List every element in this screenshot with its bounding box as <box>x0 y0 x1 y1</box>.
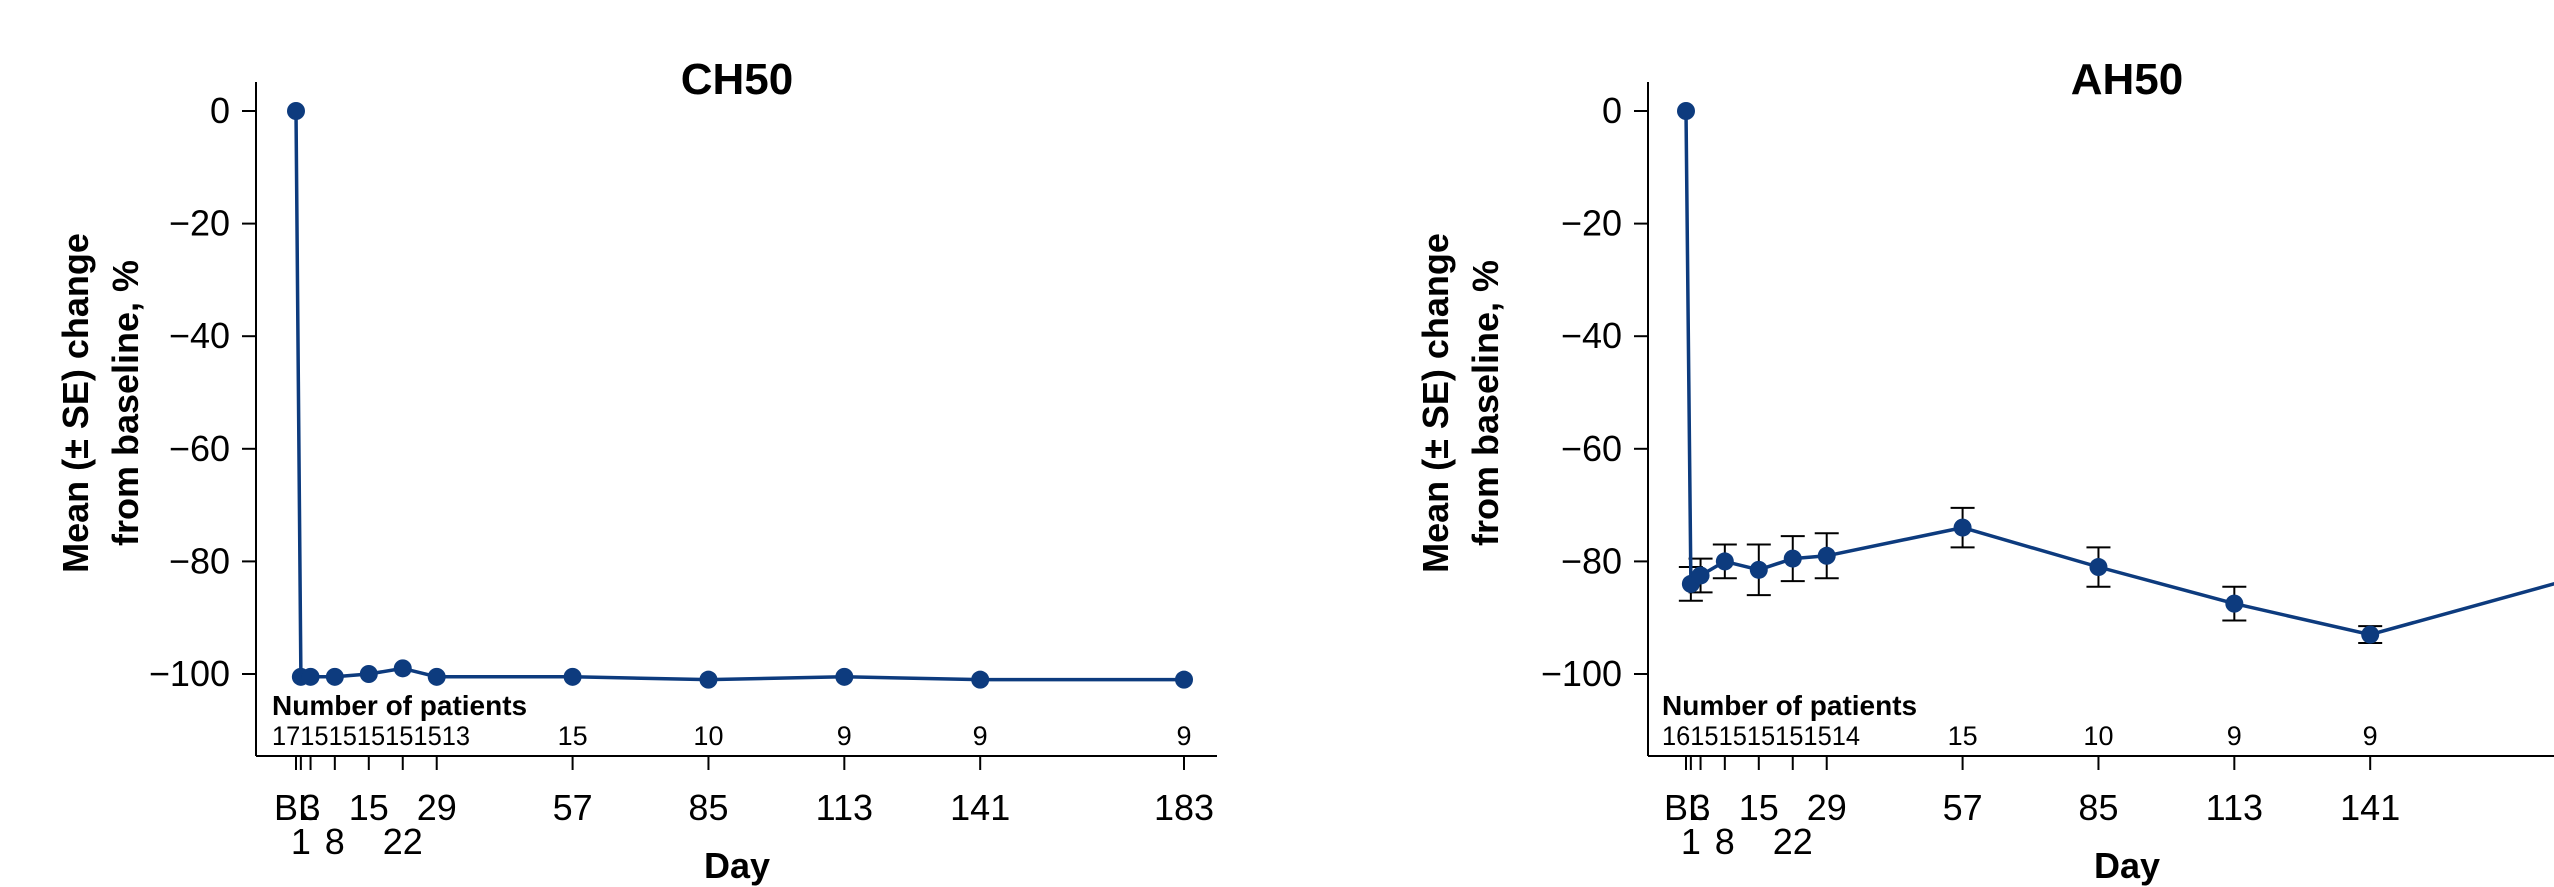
x-tick-label: 29 <box>417 787 457 828</box>
x-axis-label: Day <box>2094 845 2160 886</box>
x-tick-label: 3 <box>301 787 321 828</box>
x-tick-label: 29 <box>1807 787 1847 828</box>
x-tick-label: 85 <box>688 787 728 828</box>
data-point <box>1175 670 1193 689</box>
y-tick-label: −40 <box>1561 315 1622 356</box>
data-point <box>1953 518 1972 537</box>
data-point <box>563 667 582 686</box>
y-tick-label: −20 <box>1561 203 1622 244</box>
y-axis-label-line-1: Mean (± SE) change <box>1415 233 1456 573</box>
patients-title: Number of patients <box>1662 690 1917 721</box>
x-tick-label: 15 <box>1739 787 1779 828</box>
y-tick-label: 0 <box>1602 90 1622 131</box>
data-point <box>2361 625 2380 644</box>
chart-title: CH50 <box>681 55 794 104</box>
data-point <box>325 667 344 686</box>
data-point <box>1677 102 1695 120</box>
y-tick-label: −100 <box>149 653 230 694</box>
y-axis-label-line-2: from baseline, % <box>1465 260 1506 546</box>
chart-panel-ch50: CH50 Mean (± SE) change from baseline, %… <box>55 55 1217 886</box>
data-point <box>1749 560 1768 579</box>
x-tick-label: 141 <box>950 787 1010 828</box>
patient-count: 15 <box>1948 721 1978 751</box>
data-point <box>1783 549 1802 568</box>
data-point <box>1691 566 1710 585</box>
patient-count: 9 <box>2363 721 2378 751</box>
x-tick-label: BL <box>1664 787 1708 828</box>
data-point <box>427 667 446 686</box>
y-tick-label: 0 <box>210 90 230 131</box>
x-tick-label: 57 <box>553 787 593 828</box>
x-tick-label: 183 <box>1154 787 1214 828</box>
y-tick-label: −20 <box>169 203 230 244</box>
data-point <box>287 102 305 120</box>
y-axis-label-line-2: from baseline, % <box>105 260 146 546</box>
x-tick-label: 8 <box>1715 821 1735 862</box>
chart-title: AH50 <box>2071 55 2184 104</box>
patients-title: Number of patients <box>272 690 527 721</box>
data-point <box>393 659 412 678</box>
chart-panel-ah50: AH50 Mean (± SE) change from baseline, %… <box>1415 55 2554 886</box>
x-tick-label: 8 <box>325 821 345 862</box>
y-tick-label: −60 <box>169 428 230 469</box>
x-tick-label: 1 <box>1681 821 1701 862</box>
data-point <box>2089 558 2108 577</box>
data-point <box>2225 594 2244 613</box>
x-tick-label: 22 <box>1773 821 1813 862</box>
patients-counts-early: 16151515151514 <box>1662 721 1860 751</box>
y-axis-label-line-1: Mean (± SE) change <box>55 233 96 573</box>
data-point <box>699 670 718 689</box>
y-tick-label: −100 <box>1541 653 1622 694</box>
data-point <box>301 667 320 686</box>
data-point <box>971 670 990 689</box>
series-line <box>294 110 1184 682</box>
patient-count: 10 <box>2083 721 2113 751</box>
patient-count: 9 <box>973 721 988 751</box>
x-tick-label: 15 <box>349 787 389 828</box>
patient-count: 15 <box>558 721 588 751</box>
x-tick-label: 3 <box>1691 787 1711 828</box>
patient-count: 10 <box>693 721 723 751</box>
patient-count: 9 <box>837 721 852 751</box>
x-axis-label: Day <box>704 845 770 886</box>
data-point <box>359 665 378 683</box>
y-tick-label: −40 <box>169 315 230 356</box>
patient-count: 9 <box>1176 721 1191 751</box>
x-tick-label: 57 <box>1943 787 1983 828</box>
x-tick-label: 85 <box>2078 787 2118 828</box>
x-tick-label: 1 <box>291 821 311 862</box>
y-tick-label: −80 <box>169 540 230 581</box>
patients-counts-early: 17151515151513 <box>272 721 470 751</box>
x-tick-label: BL <box>274 787 318 828</box>
data-point <box>835 667 854 686</box>
x-tick-label: 113 <box>2206 787 2263 828</box>
chart-marks: 0−20−40−60−80−100BL138152229578511314111… <box>1541 82 2554 862</box>
patient-count: 9 <box>2227 721 2242 751</box>
series-line <box>1684 110 2554 637</box>
data-point <box>1817 546 1836 565</box>
x-tick-label: 141 <box>2340 787 2400 828</box>
data-point <box>1715 552 1734 571</box>
y-tick-label: −80 <box>1561 540 1622 581</box>
x-tick-label: 113 <box>816 787 873 828</box>
x-tick-label: 22 <box>383 821 423 862</box>
y-tick-label: −60 <box>1561 428 1622 469</box>
